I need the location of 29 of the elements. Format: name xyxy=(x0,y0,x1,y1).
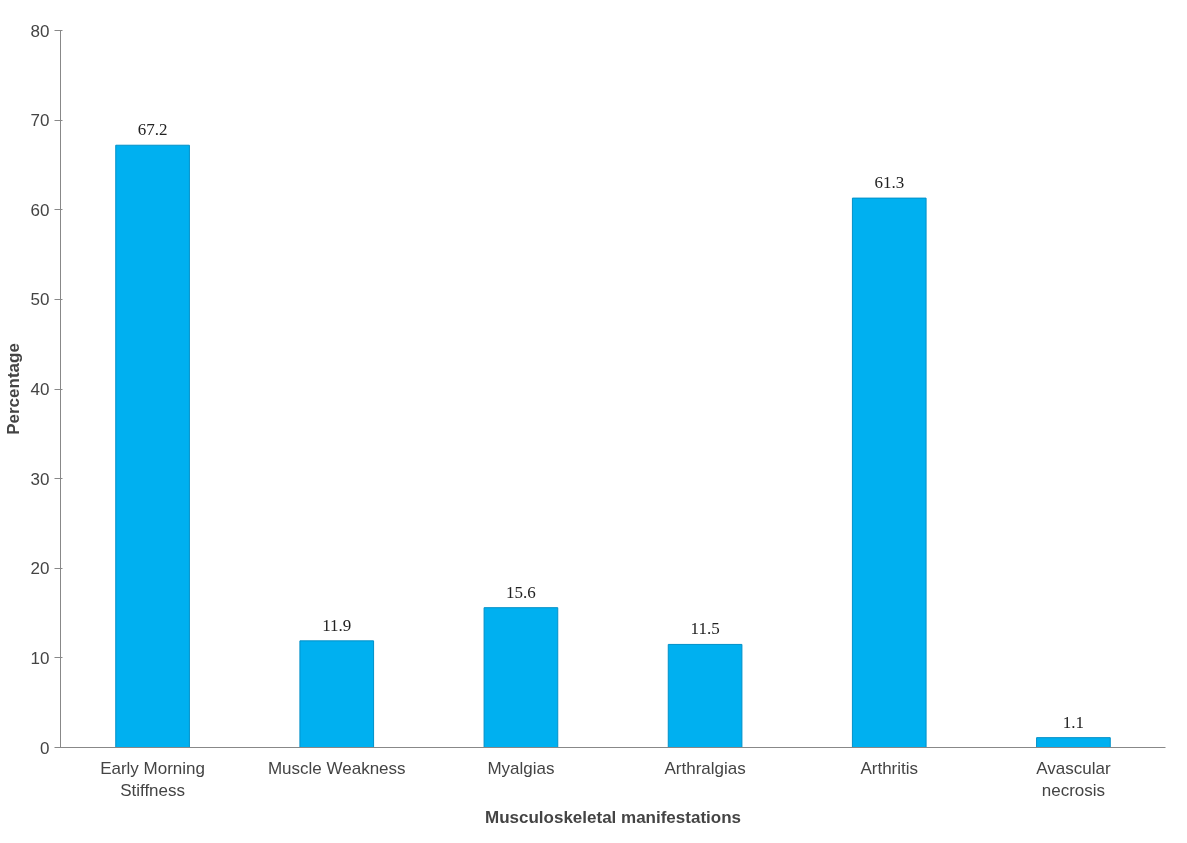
x-tick-label: Early Morning Stiffness xyxy=(100,758,206,801)
bar xyxy=(1036,737,1111,748)
x-axis-title: Musculoskeletal manifestations xyxy=(484,808,742,828)
y-tick-label: 10 xyxy=(30,648,50,668)
bar xyxy=(667,643,743,748)
data-label: 11.5 xyxy=(690,619,720,639)
bar xyxy=(299,640,375,748)
data-label: 15.6 xyxy=(506,582,536,602)
data-label: 1.1 xyxy=(1062,712,1085,732)
y-tick-label: 70 xyxy=(30,111,50,131)
y-tick-label: 80 xyxy=(30,21,50,41)
bar xyxy=(851,197,927,748)
data-label: 11.9 xyxy=(322,615,352,635)
x-tick-label: Arthralgias xyxy=(664,758,746,778)
y-tick-label: 20 xyxy=(30,559,50,579)
x-tick-label: Muscle Weakness xyxy=(267,758,406,778)
x-tick-label: Myalgias xyxy=(487,758,555,778)
y-tick-label: 60 xyxy=(30,200,50,220)
y-tick-label: 40 xyxy=(30,380,50,399)
bar xyxy=(483,607,559,748)
x-tick-label: Avascular necrosis xyxy=(1036,758,1111,801)
y-axis-title: Percentage xyxy=(3,343,23,435)
data-label: 67.2 xyxy=(137,120,168,140)
bar xyxy=(115,144,190,748)
x-tick-label: Arthritis xyxy=(860,758,919,778)
data-label: 61.3 xyxy=(874,173,905,193)
y-tick-label: 0 xyxy=(40,738,50,758)
y-tick-label: 30 xyxy=(30,469,50,489)
y-tick-label: 50 xyxy=(30,290,50,310)
